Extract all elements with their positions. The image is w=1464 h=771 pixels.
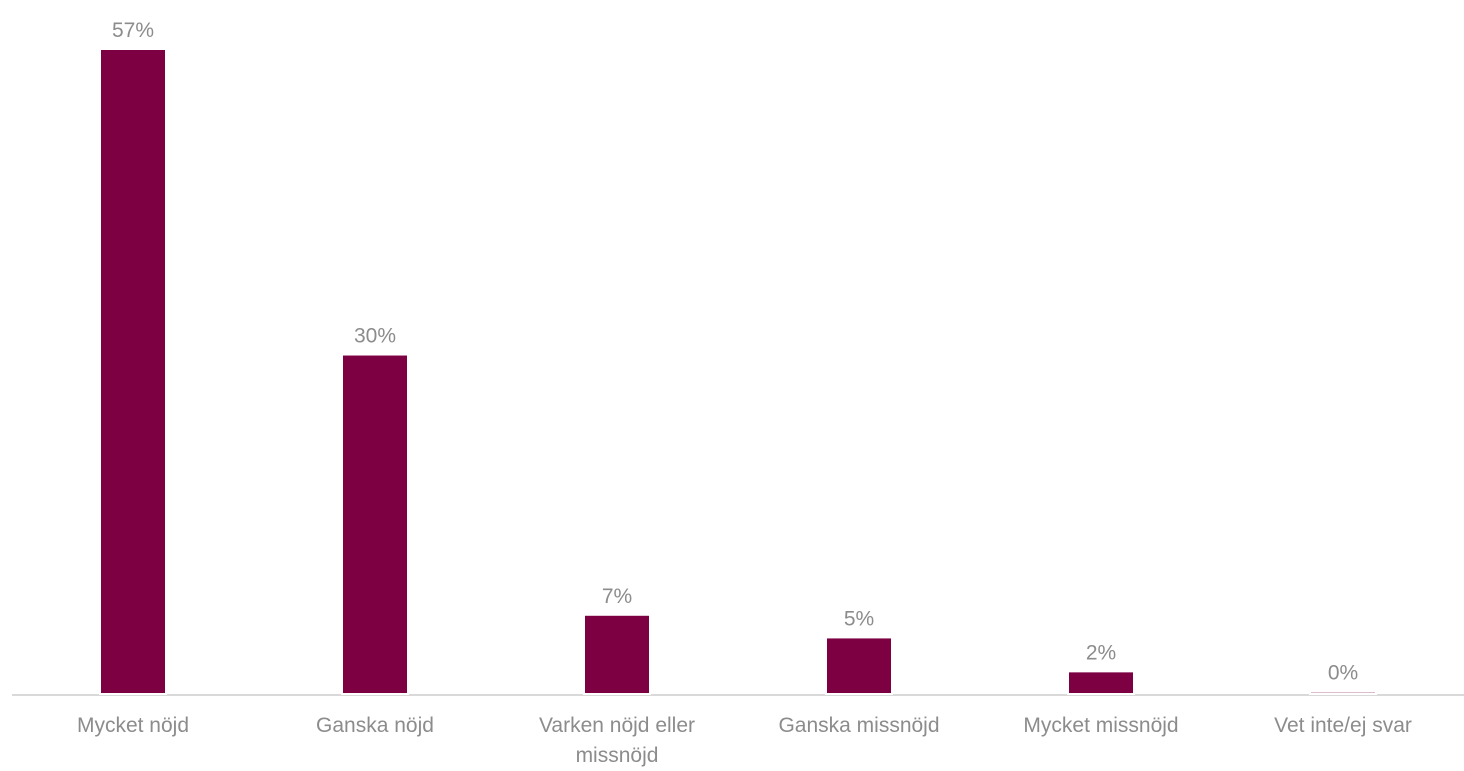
x-tick-label-line: Mycket nöjd <box>77 714 189 737</box>
x-tick-label: Ganska missnöjd <box>778 714 939 737</box>
data-label: 0% <box>1328 662 1358 685</box>
x-tick-label-line: Ganska nöjd <box>316 714 434 737</box>
x-tick-label: Mycket nöjd <box>77 714 189 737</box>
x-tick-label: Varken nöjd eller missnöjd <box>539 714 695 767</box>
x-tick-label-line: missnöjd <box>576 744 659 767</box>
x-tick-label-line: Vet inte/ej svar <box>1274 714 1412 737</box>
x-tick-label-line: Ganska missnöjd <box>778 714 939 737</box>
data-label: 7% <box>602 585 632 608</box>
x-tick-label: Vet inte/ej svar <box>1274 714 1412 737</box>
bar <box>1309 690 1377 695</box>
data-label: 30% <box>354 325 396 348</box>
data-label: 5% <box>844 607 874 630</box>
bar <box>583 613 651 696</box>
bar <box>825 636 893 696</box>
data-label: 2% <box>1086 641 1116 664</box>
bar <box>341 353 409 695</box>
bar <box>1067 670 1135 695</box>
bar <box>99 48 167 695</box>
data-label: 57% <box>112 19 154 42</box>
x-tick-label: Ganska nöjd <box>316 714 434 737</box>
x-tick-label: Mycket missnöjd <box>1023 714 1178 737</box>
x-tick-label-line: Mycket missnöjd <box>1023 714 1178 737</box>
x-tick-label-line: Varken nöjd eller <box>539 714 695 737</box>
